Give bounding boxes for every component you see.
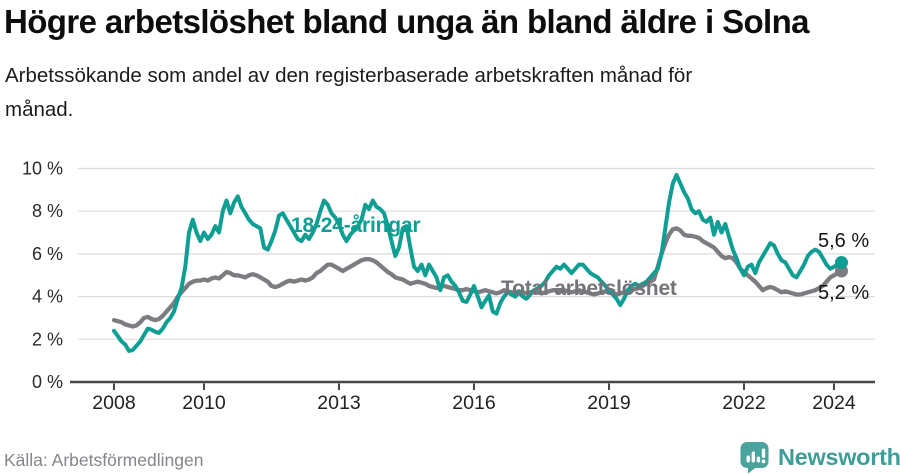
- newsworthy-logo: Newsworthy: [739, 440, 900, 474]
- svg-text:10 %: 10 %: [22, 159, 63, 179]
- svg-text:2013: 2013: [317, 392, 360, 414]
- series-label-total: Total arbetslöshet: [501, 277, 677, 300]
- svg-text:2016: 2016: [452, 392, 495, 414]
- end-value-youth: 5,6 %: [818, 230, 870, 252]
- chart-bubble-icon: [740, 442, 769, 474]
- end-value-total: 5,2 %: [818, 282, 870, 304]
- svg-text:2 %: 2 %: [32, 329, 63, 349]
- svg-text:8 %: 8 %: [32, 201, 63, 221]
- newsworthy-logo-text: Newsworthy: [778, 443, 900, 470]
- svg-text:0 %: 0 %: [32, 372, 63, 392]
- series-label-youth: 18-24-åringar: [291, 214, 421, 237]
- page-title: Högre arbetslöshet bland unga än bland ä…: [4, 3, 810, 40]
- svg-text:2019: 2019: [587, 392, 630, 414]
- svg-text:4 %: 4 %: [32, 287, 63, 307]
- svg-text:6 %: 6 %: [32, 244, 63, 264]
- svg-text:2024: 2024: [812, 392, 856, 414]
- source-text: Källa: Arbetsförmedlingen: [4, 450, 204, 470]
- svg-text:2022: 2022: [722, 392, 765, 414]
- svg-text:2010: 2010: [182, 392, 226, 414]
- svg-text:2008: 2008: [92, 392, 135, 414]
- page-subtitle: Arbetssökande som andel av den registerb…: [5, 64, 693, 121]
